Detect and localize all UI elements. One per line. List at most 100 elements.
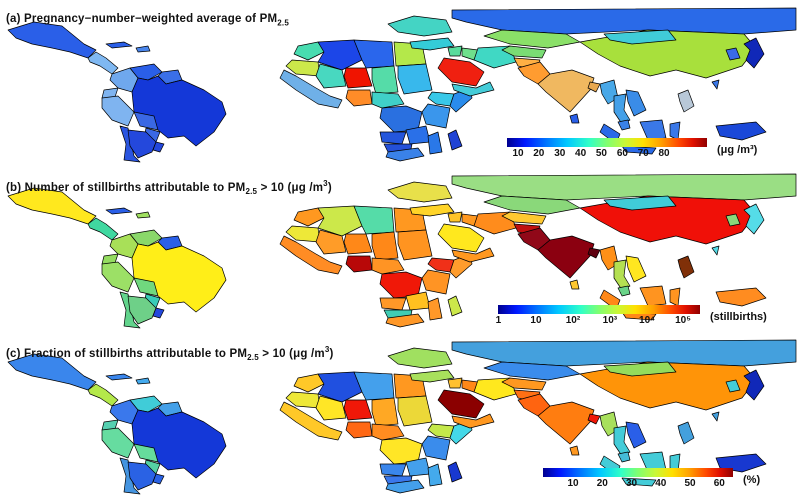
country-srilanka xyxy=(569,445,580,456)
colorbar-tick-label: 30 xyxy=(554,148,566,159)
country-cuba xyxy=(105,373,133,381)
panel-a-colorbar-unit: (μg /m³) xyxy=(717,144,758,156)
country-srilanka xyxy=(569,279,580,290)
country-centralafrica xyxy=(371,257,405,275)
country-myanmar xyxy=(599,79,619,105)
title-part: > 10 (μg /m xyxy=(258,347,325,360)
country-southafrica xyxy=(385,313,425,328)
country-hispaniola xyxy=(135,211,151,219)
country-easteurope xyxy=(387,181,453,203)
title-part: (c) Fraction of stillbirths attributable… xyxy=(6,347,248,360)
country-korea xyxy=(725,213,741,227)
country-india xyxy=(537,401,595,445)
panel-a-title: (a) Pregnancy−number−weighted average of… xyxy=(6,13,289,27)
country-japan xyxy=(743,203,765,235)
country-borneo xyxy=(639,119,667,141)
country-levant xyxy=(447,45,463,57)
country-bolivia xyxy=(133,443,159,463)
country-yemen xyxy=(451,413,495,429)
panel-c-colorbar-gradient xyxy=(543,468,733,477)
country-saudi xyxy=(437,389,485,419)
country-argentina xyxy=(127,461,157,491)
country-nigeria xyxy=(345,89,373,107)
country-mali xyxy=(315,63,347,89)
country-argentina xyxy=(127,129,157,159)
panel-c: (c) Fraction of stillbirths attributable… xyxy=(0,332,800,500)
country-mali xyxy=(315,395,347,421)
country-myanmar xyxy=(599,411,619,437)
country-kazakhstan xyxy=(483,361,581,381)
country-bangladesh xyxy=(587,81,601,93)
title-part: 3 xyxy=(324,344,330,354)
country-westafrica xyxy=(279,235,343,275)
country-angola xyxy=(379,131,407,145)
country-malaysia xyxy=(617,119,631,131)
country-southafrica xyxy=(385,147,425,162)
country-bangladesh xyxy=(587,413,601,425)
panel-c-world-map xyxy=(7,339,797,495)
panel-b-title: (b) Number of stillbirths attributable t… xyxy=(6,179,332,196)
country-srilanka xyxy=(569,113,580,124)
colorbar-tick-label: 60 xyxy=(616,148,628,159)
colorbar-tick-label: 10³ xyxy=(602,315,618,326)
colorbar-tick-label: 10⁴ xyxy=(639,315,656,326)
country-libya xyxy=(353,39,395,69)
panel-a-world-map xyxy=(7,7,797,163)
country-mauritania xyxy=(285,391,321,409)
country-korea xyxy=(725,47,741,61)
country-ethiopia xyxy=(427,91,455,107)
panel-c-title: (c) Fraction of stillbirths attributable… xyxy=(6,345,334,362)
country-venezuela xyxy=(129,229,163,247)
country-centralamerica xyxy=(87,217,119,241)
country-chad xyxy=(371,65,399,95)
country-southafrica xyxy=(385,479,425,494)
colorbar-tick-label: 70 xyxy=(637,148,649,159)
country-kazakhstan xyxy=(483,195,581,215)
country-venezuela xyxy=(129,395,163,413)
country-thailand xyxy=(613,259,631,291)
country-mongolia xyxy=(603,29,677,45)
country-russia xyxy=(451,339,797,367)
country-ethiopia xyxy=(427,257,455,273)
country-hispaniola xyxy=(135,377,151,385)
colorbar-tick-label: 50 xyxy=(595,148,607,159)
country-taiwan xyxy=(711,245,720,256)
country-eastafrica xyxy=(421,435,451,461)
country-mongolia xyxy=(603,195,677,211)
country-yemen xyxy=(451,81,495,97)
colorbar-tick-label: 80 xyxy=(658,148,670,159)
country-saudi xyxy=(437,223,485,253)
title-part: (a) Pregnancy−number−weighted average of… xyxy=(6,12,278,25)
country-newguinea xyxy=(715,453,767,473)
country-philippines xyxy=(677,89,695,113)
panel-a-colorbar-ticks: 10 20 30 40 50 60 70 80 xyxy=(507,147,707,160)
country-chad xyxy=(371,397,399,427)
country-mongolia xyxy=(603,361,677,377)
title-part: ) xyxy=(327,181,332,194)
country-uruguay xyxy=(152,473,165,485)
country-westafrica xyxy=(279,69,343,109)
country-borneo xyxy=(639,285,667,307)
country-japan xyxy=(743,369,765,401)
country-easteurope xyxy=(387,347,453,369)
country-centralamerica xyxy=(87,383,119,407)
country-centralafrica xyxy=(371,91,405,109)
country-angola xyxy=(379,297,407,311)
country-mozambique xyxy=(427,297,443,321)
country-malaysia xyxy=(617,285,631,297)
country-peru xyxy=(101,427,135,459)
country-ethiopia xyxy=(427,423,455,439)
country-madagascar xyxy=(447,129,463,151)
panel-a-colorbar-gradient xyxy=(507,138,707,147)
country-java xyxy=(621,477,657,487)
country-niger xyxy=(343,399,373,421)
country-vietnam xyxy=(625,89,647,117)
country-nigeria xyxy=(345,255,373,273)
country-thailand xyxy=(613,93,631,125)
panel-b-world-map xyxy=(7,173,797,329)
country-thailand xyxy=(613,425,631,457)
title-part: > 10 (μg /m xyxy=(257,181,324,194)
country-eastafrica xyxy=(421,103,451,129)
panel-a: (a) Pregnancy−number−weighted average of… xyxy=(0,0,800,166)
panel-b-colorbar-ticks: 1 10 10² 10³ 10⁴ 10⁵ xyxy=(496,314,700,327)
